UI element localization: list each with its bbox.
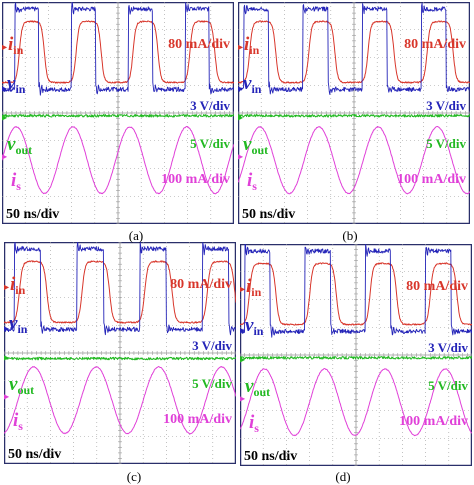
caption-b: (b) bbox=[342, 228, 358, 243]
label-i-s: is bbox=[11, 170, 21, 193]
scope-panel-c: ▶ ▶ ▶ ▶ iin vin vout is 80 mA/div 3 V/div 5 V/div 1… bbox=[4, 242, 236, 464]
trace-v-in bbox=[2, 2, 234, 96]
grid bbox=[4, 242, 236, 464]
label-v-in: vin bbox=[243, 73, 262, 96]
channel-marker-v-out: ▶ bbox=[240, 355, 246, 364]
scale-i-s: 100 mA/div bbox=[399, 414, 468, 429]
scope-panel-b: ▶ ▶ ▶ ▶ iin vin vout is 80 mA/div 3 V/div 5 V/div 1… bbox=[238, 2, 470, 224]
channel-marker-i-in: ▶ bbox=[240, 284, 246, 293]
trace-v-out bbox=[240, 356, 472, 360]
scale-v-in: 3 V/div bbox=[428, 340, 468, 355]
label-i-in: iin bbox=[244, 34, 260, 57]
trace-v-in bbox=[4, 242, 236, 336]
scale-i-s: 100 mA/div bbox=[161, 172, 230, 187]
channel-marker-v-in: ▶ bbox=[240, 326, 246, 335]
scale-time: 50 ns/div bbox=[8, 447, 61, 462]
scope-panel-a: ▶ ▶ ▶ ▶ iin vin vout is 80 mA/div 3 V/div 5 V/div 1… bbox=[2, 2, 234, 224]
channel-marker-v-in: ▶ bbox=[2, 84, 8, 93]
trace-i-s bbox=[238, 125, 470, 195]
channel-marker-i-s: ▶ bbox=[238, 152, 244, 161]
grid bbox=[238, 2, 470, 224]
label-i-in: iin bbox=[10, 274, 26, 297]
scale-v-out: 5 V/div bbox=[190, 136, 230, 151]
trace-v-out bbox=[238, 114, 470, 118]
trace-v-out bbox=[2, 114, 234, 118]
caption-a: (a) bbox=[128, 228, 144, 243]
scale-v-out: 5 V/div bbox=[426, 136, 466, 151]
trace-i-s bbox=[4, 366, 236, 435]
scale-v-in: 3 V/div bbox=[426, 98, 466, 113]
label-v-out: vout bbox=[245, 376, 270, 399]
trace-i-in bbox=[238, 20, 470, 84]
channel-marker-v-out: ▶ bbox=[4, 353, 10, 362]
scale-v-out: 5 V/div bbox=[428, 378, 468, 393]
label-v-out: vout bbox=[7, 134, 32, 157]
label-i-s: is bbox=[247, 170, 257, 193]
scale-i-in: 80 mA/div bbox=[406, 279, 468, 294]
label-i-in: iin bbox=[246, 276, 262, 299]
scale-i-s: 100 mA/div bbox=[163, 412, 232, 427]
label-v-out: vout bbox=[9, 374, 34, 397]
channel-marker-i-s: ▶ bbox=[4, 392, 10, 401]
scale-i-s: 100 mA/div bbox=[397, 172, 466, 187]
trace-v-in bbox=[240, 244, 472, 338]
channel-marker-v-out: ▶ bbox=[238, 113, 244, 122]
channel-marker-v-out: ▶ bbox=[2, 113, 8, 122]
scale-v-in: 3 V/div bbox=[192, 338, 232, 353]
channel-marker-i-in: ▶ bbox=[238, 42, 244, 51]
channel-marker-v-in: ▶ bbox=[238, 84, 244, 93]
scope-panel-d: ▶ ▶ ▶ ▶ iin vin vout is 80 mA/div 3 V/div 5 V/div 1… bbox=[240, 244, 472, 466]
label-v-in: vin bbox=[245, 315, 264, 338]
trace-i-s bbox=[240, 368, 472, 437]
label-v-in: vin bbox=[9, 313, 28, 336]
trace-v-in bbox=[238, 2, 470, 95]
scale-v-in: 3 V/div bbox=[190, 98, 230, 113]
trace-i-in bbox=[2, 20, 234, 84]
scale-time: 50 ns/div bbox=[244, 449, 297, 464]
trace-v-out bbox=[4, 356, 236, 361]
scale-v-out: 5 V/div bbox=[192, 376, 232, 391]
channel-marker-i-in: ▶ bbox=[2, 42, 8, 51]
grid bbox=[2, 2, 234, 224]
trace-i-in bbox=[4, 260, 236, 324]
label-i-s: is bbox=[13, 410, 23, 433]
channel-marker-i-s: ▶ bbox=[2, 152, 8, 161]
scale-time: 50 ns/div bbox=[6, 207, 59, 222]
caption-d: (d) bbox=[335, 469, 351, 484]
scale-time: 50 ns/div bbox=[242, 207, 295, 222]
label-i-s: is bbox=[249, 412, 259, 435]
label-i-in: iin bbox=[8, 34, 24, 57]
scale-i-in: 80 mA/div bbox=[170, 277, 232, 292]
channel-marker-v-in: ▶ bbox=[4, 324, 10, 333]
trace-i-s bbox=[2, 126, 234, 195]
label-v-in: vin bbox=[7, 73, 26, 96]
grid bbox=[240, 244, 472, 466]
channel-marker-i-s: ▶ bbox=[240, 394, 246, 403]
scale-i-in: 80 mA/div bbox=[404, 37, 466, 52]
scale-i-in: 80 mA/div bbox=[168, 37, 230, 52]
channel-marker-i-in: ▶ bbox=[4, 282, 10, 291]
label-v-out: vout bbox=[243, 134, 268, 157]
trace-i-in bbox=[240, 262, 472, 326]
caption-c: (c) bbox=[126, 469, 142, 484]
